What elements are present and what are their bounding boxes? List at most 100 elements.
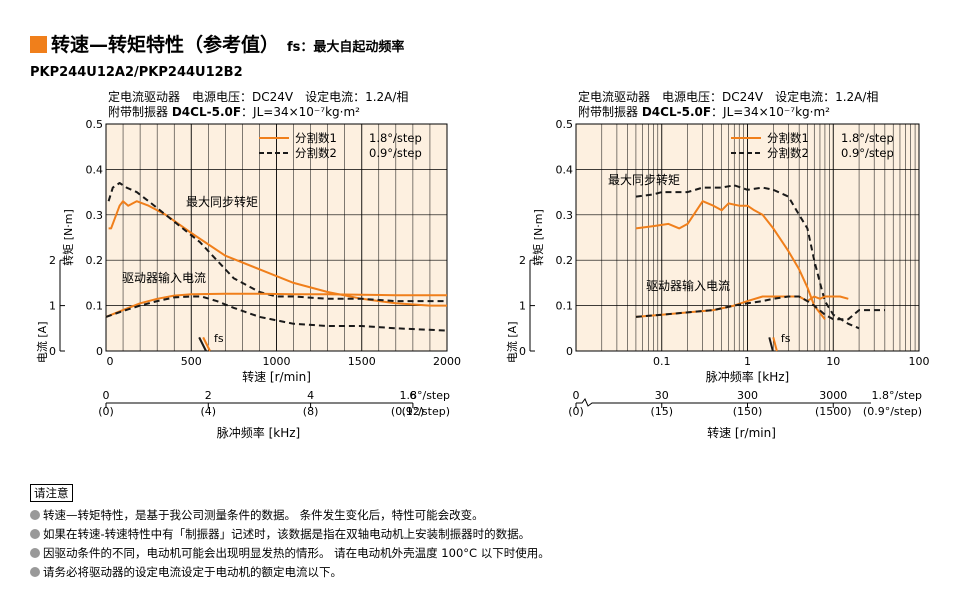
x-tick-label: 0.1 [653,355,671,368]
legend-label: 分割数2 [767,146,809,160]
y-tick-label: 0.2 [556,254,574,267]
secondary-step-label: (0.9°/step) [863,405,922,418]
y-tick-label: 0 [566,345,573,358]
x-axis-label: 转速 [r/min] [242,369,311,384]
torque-axis-label: 转矩 [N·m] [61,209,75,266]
bullet-icon [30,529,40,539]
x-tick-label: 1000 [263,355,291,368]
page-title: 转速—转矩特性（参考值） fs：最大自起动频率 [30,30,404,57]
fs-marker [768,337,774,352]
annotation-driver-current: 驱动器输入电流 [646,278,730,293]
secondary-axis [576,398,871,407]
annotation-max-sync: 最大同步转矩 [608,172,680,187]
x-axis-label: 脉冲频率 [kHz] [706,369,789,384]
plot-frame [105,123,448,352]
y-tick-label: 0.3 [556,209,574,222]
annotation-max-sync: 最大同步转矩 [186,194,258,209]
y-tick-label: 0.5 [556,118,574,131]
legend-label: 分割数1 [767,131,809,145]
secondary-tick-label-sub: (15) [650,405,673,418]
chart-subtitle: fs：最大自起动频率 [287,40,405,55]
y-tick-label: 0 [96,345,103,358]
model-number: PKP244U12A2/PKP244U12B2 [30,65,243,80]
secondary-tick-label-sub: (0) [568,405,584,418]
bullet-icon [30,567,40,577]
secondary-axis-label: 脉冲频率 [kHz] [217,425,300,440]
conditions-left-line2: 附带制振器 D4CL-5.0F：JL=34×10⁻⁷kg·m² [108,105,360,119]
secondary-tick-label-sub: (8) [303,405,319,418]
secondary-tick-label-sub: (4) [201,405,217,418]
secondary-tick-label: 4 [307,389,314,402]
x-tick-label: 100 [909,355,930,368]
x-tick-label: 1500 [348,355,376,368]
note-item: 请务必将驱动器的设定电流设定于电动机的额定电流以下。 [30,564,550,580]
secondary-tick-label: 3000 [819,389,847,402]
note-item: 如果在转速-转速特性中有「制振器」记述时，该数据是指在双轴电动机上安装制振器时的… [30,526,550,542]
torque-series-line [635,184,860,330]
fs-marker [198,336,207,352]
y-tick-label: 0.4 [556,163,574,176]
torque-series-line [635,200,826,320]
secondary-step-label: (0.9°/step) [391,405,450,418]
conditions-left-line1: 定电流驱动器 电源电压：DC24V 设定电流：1.2A/相 [108,90,409,104]
chart-title: 转速—转矩特性（参考值） [51,34,280,56]
conditions-right-line2: 附带制振器 D4CL-5.0F：JL=34×10⁻⁷kg·m² [578,105,830,119]
current-series-line [635,295,885,321]
notes-section: 请注意 转速—转矩特性，是基于我公司测量条件的数据。 条件发生变化后，特性可能会… [30,484,550,580]
conditions-right-line1: 定电流驱动器 电源电压：DC24V 设定电流：1.2A/相 [578,90,879,104]
secondary-axis-label: 转速 [r/min] [707,425,776,440]
secondary-tick-label: 30 [655,389,669,402]
secondary-tick-label: 0 [103,389,110,402]
plot-frame [575,123,920,352]
secondary-tick-label-sub: (0) [98,405,114,418]
legend-value: 1.8°/step [841,131,894,145]
x-tick-label: 2000 [433,355,461,368]
secondary-step-label: 1.8°/step [872,389,923,402]
bullet-icon [30,510,40,520]
torque-axis-label: 转矩 [N·m] [531,209,545,266]
secondary-tick-label-sub: (12) [402,405,425,418]
secondary-tick-label: 300 [737,389,758,402]
secondary-step-label: 1.8°/step [400,389,451,402]
fs-label: fs [781,332,791,345]
x-tick-label: 0 [107,355,114,368]
legend-label: 分割数1 [295,131,337,145]
x-tick-label: 10 [826,355,840,368]
current-series-line [105,295,448,332]
current-tick-label: 0 [519,345,526,358]
secondary-tick-label: 0 [573,389,580,402]
y-tick-label: 0.1 [86,300,104,313]
secondary-tick-label: 6 [409,389,416,402]
legend-value: 1.8°/step [369,131,422,145]
current-tick-label: 1 [519,300,526,313]
fs-marker [772,337,778,352]
y-tick-label: 0.4 [86,163,104,176]
current-series-line [105,292,447,318]
legend-value: 0.9°/step [369,146,422,160]
secondary-tick-label-sub: (1500) [815,405,852,418]
fs-marker [202,336,211,352]
current-axis-label: 电流 [A] [505,321,519,363]
y-tick-label: 0.3 [86,209,104,222]
x-tick-label: 500 [181,355,202,368]
fs-label: fs [214,332,224,345]
current-tick-label: 2 [519,254,526,267]
x-tick-label: 1 [744,355,751,368]
current-tick-label: 2 [49,254,56,267]
current-tick-label: 1 [49,300,56,313]
current-tick-label: 0 [49,345,56,358]
y-tick-label: 0.2 [86,254,104,267]
y-tick-label: 0.1 [556,300,574,313]
notes-header: 请注意 [30,484,73,502]
annotation-driver-current: 驱动器输入电流 [122,270,206,285]
note-item: 因驱动条件的不同，电动机可能会出现明显发热的情形。 请在电动机外壳温度 100°… [30,545,550,561]
bullet-icon [30,548,40,558]
current-axis-label: 电流 [A] [35,321,49,363]
secondary-tick-label-sub: (150) [733,405,763,418]
y-tick-label: 0.5 [86,118,104,131]
legend-value: 0.9°/step [841,146,894,160]
secondary-tick-label: 2 [205,389,212,402]
torque-series-line [107,182,447,303]
title-marker [30,36,47,53]
